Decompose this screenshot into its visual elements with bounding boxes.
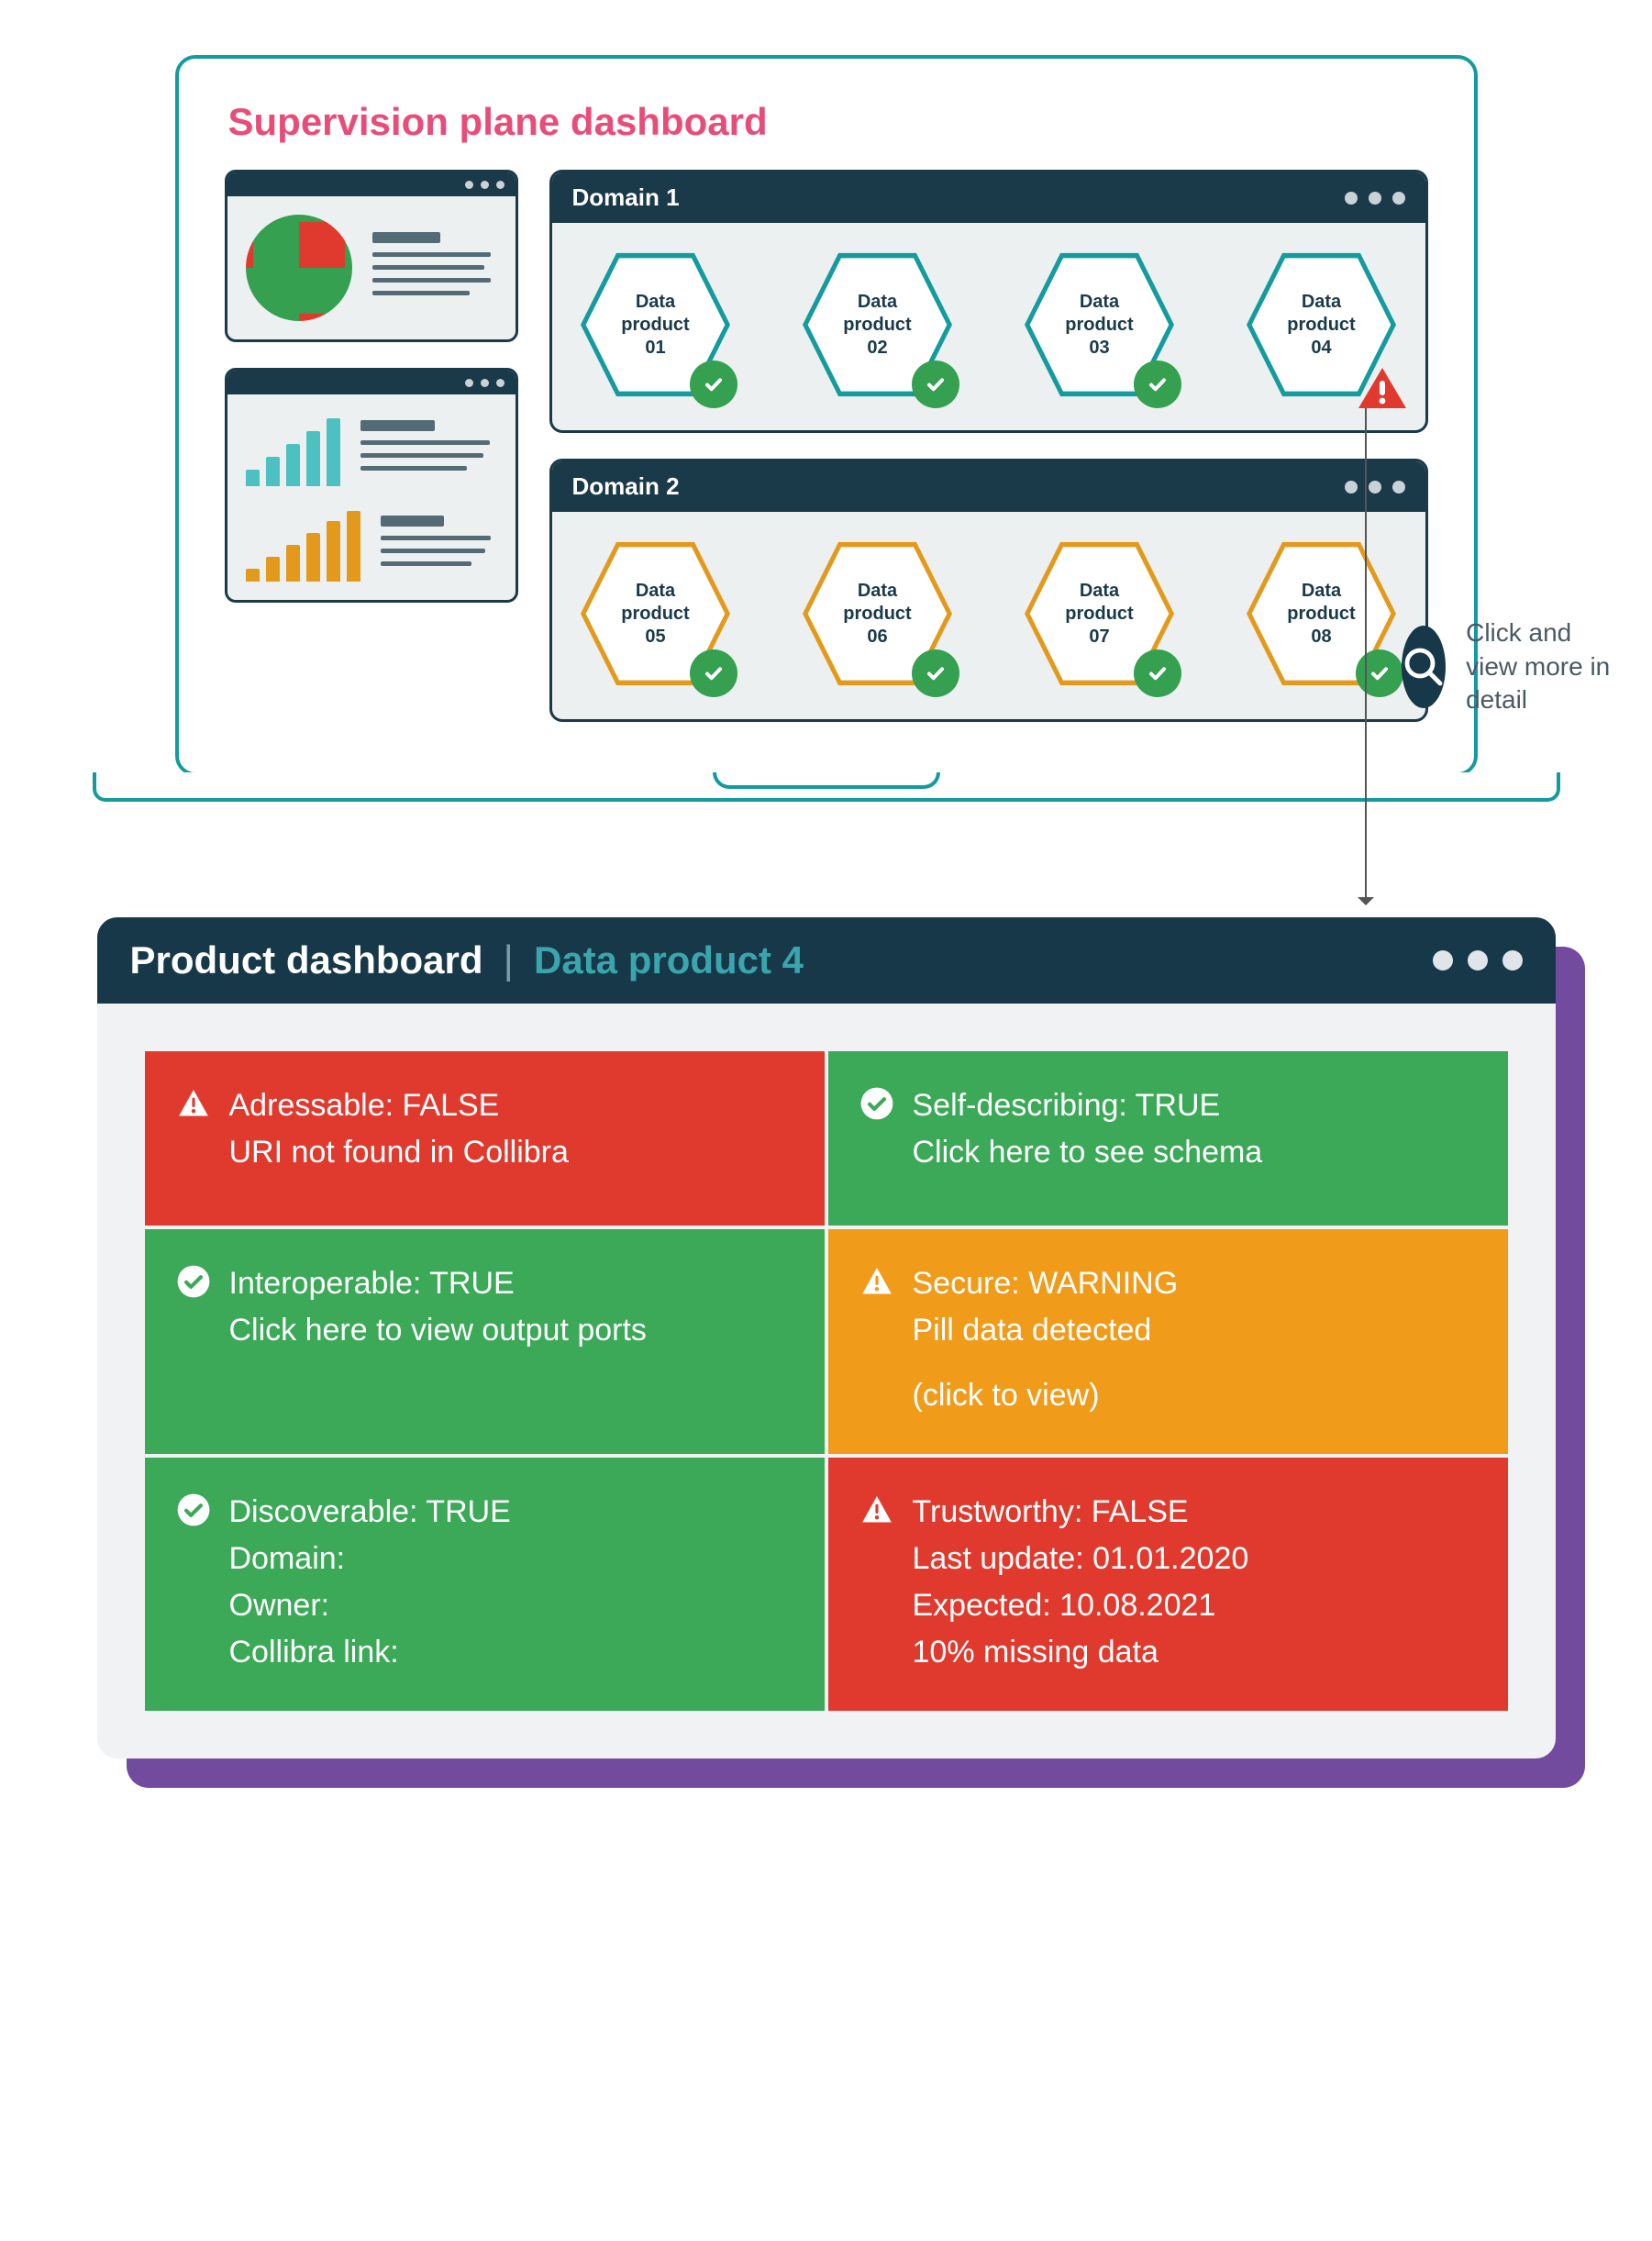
tile-line: Domain:: [229, 1536, 511, 1582]
status-tile[interactable]: Interoperable: TRUEClick here to view ou…: [145, 1229, 825, 1454]
status-tile[interactable]: Discoverable: TRUEDomain:Owner:Collibra …: [145, 1458, 825, 1711]
tile-line: Expected: 10.08.2021: [913, 1582, 1249, 1629]
alert-icon: [1356, 364, 1409, 412]
alert-icon: [176, 1086, 211, 1191]
check-icon: [912, 361, 959, 408]
hex-label: Data product 05: [621, 580, 689, 649]
product-title: Product dashboard: [130, 938, 483, 982]
tile-line: (click to view): [913, 1372, 1179, 1419]
check-icon: [1134, 649, 1181, 697]
tile-line: Self-describing: TRUE: [913, 1082, 1263, 1129]
tile-line: Secure: WARNING: [913, 1260, 1179, 1307]
window-dots: [1345, 192, 1405, 205]
data-product-hex[interactable]: Data product 03: [1022, 247, 1178, 403]
status-tile[interactable]: Self-describing: TRUEClick here to see s…: [828, 1051, 1508, 1226]
status-tile[interactable]: Adressable: FALSEURI not found in Collib…: [145, 1051, 825, 1226]
domain-header: Domain 1: [552, 172, 1425, 223]
data-product-hex[interactable]: Data product 01: [578, 247, 734, 403]
bar-chart-amber: [246, 508, 360, 582]
mini-window-dots: [227, 172, 516, 196]
laptop-base: [175, 772, 1478, 798]
check-icon: [1134, 361, 1181, 408]
pie-chart: [246, 215, 352, 321]
product-dashboard-window: Product dashboard | Data product 4 Adres…: [97, 917, 1556, 1758]
hex-label: Data product 03: [1065, 291, 1133, 360]
tile-line: Click here to see schema: [913, 1129, 1263, 1176]
zoom-hint: Click and view more in detail: [1402, 616, 1614, 716]
hex-label: Data product 01: [621, 291, 689, 360]
domain-card: Domain 1 Data product 01 Data product 02 D…: [549, 170, 1428, 433]
laptop-screen: Supervision plane dashboard: [175, 55, 1478, 776]
hex-label: Data product 02: [843, 291, 911, 360]
tile-line: Discoverable: TRUE: [229, 1489, 511, 1536]
connector-arrow: [1365, 408, 1367, 904]
domain-name: Domain 2: [572, 472, 680, 501]
tile-line: Pill data detected: [913, 1307, 1179, 1354]
product-subtitle: Data product 4: [534, 938, 804, 982]
check-icon: [912, 649, 959, 697]
tile-line: Adressable: FALSE: [229, 1082, 569, 1129]
magnifier-icon: [1402, 626, 1446, 708]
placeholder-text-lines: [360, 420, 497, 479]
hex-label: Data product 06: [843, 580, 911, 649]
product-header: Product dashboard | Data product 4: [97, 917, 1556, 1004]
mini-pie-card: [225, 170, 518, 342]
zoom-hint-text: Click and view more in detail: [1466, 616, 1614, 716]
data-product-hex[interactable]: Data product 05: [578, 536, 734, 692]
tile-line: Click here to view output ports: [229, 1307, 647, 1354]
check-icon: [176, 1492, 211, 1676]
data-product-hex[interactable]: Data product 08: [1244, 536, 1400, 692]
placeholder-text-lines: [372, 232, 497, 304]
check-icon: [176, 1264, 211, 1419]
check-icon: [690, 361, 737, 408]
status-tile[interactable]: Trustworthy: FALSELast update: 01.01.202…: [828, 1458, 1508, 1711]
check-icon: [690, 649, 737, 697]
bar-chart-teal: [246, 413, 340, 486]
alert-icon: [859, 1264, 894, 1419]
tile-line: Last update: 01.01.2020: [913, 1536, 1249, 1582]
domain-name: Domain 1: [572, 183, 680, 212]
alert-icon: [859, 1492, 894, 1676]
domain-card: Domain 2 Data product 05 Data product 06 D…: [549, 459, 1428, 722]
tile-line: 10% missing data: [913, 1629, 1249, 1676]
tile-line: Collibra link:: [229, 1629, 511, 1676]
mini-bars-card: [225, 368, 518, 603]
data-product-hex[interactable]: Data product 07: [1022, 536, 1178, 692]
laptop-frame: Supervision plane dashboard: [175, 55, 1478, 798]
tile-line: Interoperable: TRUE: [229, 1260, 647, 1307]
data-product-hex[interactable]: Data product 06: [800, 536, 956, 692]
domain-header: Domain 2: [552, 461, 1425, 512]
data-product-hex[interactable]: Data product 04: [1244, 247, 1400, 403]
check-icon: [1356, 649, 1403, 697]
title-separator: |: [504, 937, 514, 983]
tile-line: Owner:: [229, 1582, 511, 1629]
hex-label: Data product 04: [1287, 291, 1355, 360]
hex-label: Data product 08: [1287, 580, 1355, 649]
hex-label: Data product 07: [1065, 580, 1133, 649]
tile-line: URI not found in Collibra: [229, 1129, 569, 1176]
check-icon: [859, 1086, 894, 1191]
mini-window-dots: [227, 371, 516, 394]
window-dots: [1345, 481, 1405, 494]
tile-line: Trustworthy: FALSE: [913, 1489, 1249, 1536]
supervision-title: Supervision plane dashboard: [228, 100, 1428, 144]
window-dots: [1433, 950, 1523, 971]
data-product-hex[interactable]: Data product 02: [800, 247, 956, 403]
status-tile[interactable]: Secure: WARNINGPill data detected (click …: [828, 1229, 1508, 1454]
placeholder-text-lines: [381, 516, 497, 574]
